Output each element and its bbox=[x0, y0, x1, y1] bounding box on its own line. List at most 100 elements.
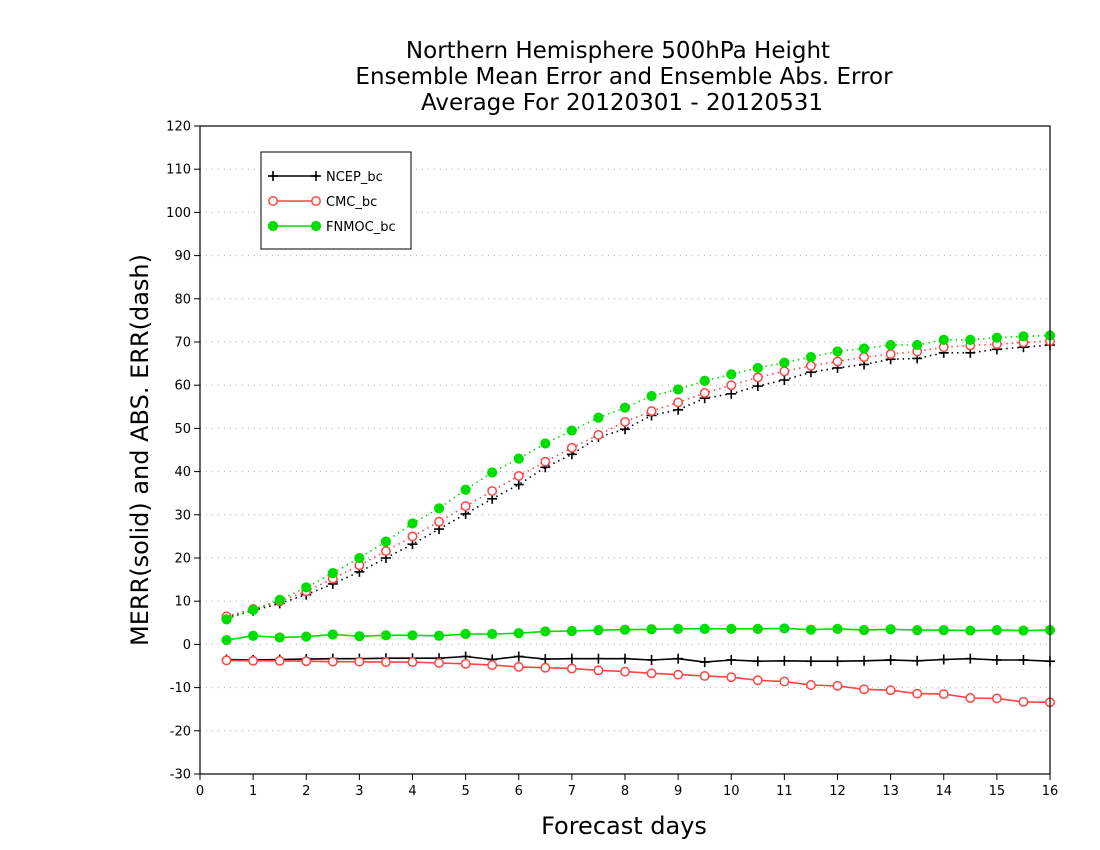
merr-point-ncep-bc bbox=[566, 653, 577, 664]
merr-point-cmc-bc bbox=[460, 658, 471, 669]
merr-point-cmc-bc bbox=[593, 665, 604, 676]
abs-err-point-fnmoc-bc bbox=[221, 614, 232, 625]
x-tick-label: 10 bbox=[723, 784, 740, 799]
series-line-abs-err-ncep-bc bbox=[226, 344, 1051, 619]
merr-point-fnmoc-bc bbox=[938, 625, 949, 636]
merr-point-ncep-bc bbox=[513, 651, 524, 662]
y-tick-label: 0 bbox=[183, 638, 191, 653]
merr-point-ncep-bc bbox=[991, 654, 1002, 665]
abs-err-point-cmc-bc bbox=[859, 352, 870, 363]
x-tick-label: 8 bbox=[621, 784, 629, 799]
merr-point-cmc-bc bbox=[380, 657, 391, 668]
title-line-2: Ensemble Mean Error and Ensemble Abs. Er… bbox=[355, 64, 893, 90]
merr-point-cmc-bc bbox=[938, 689, 949, 700]
title-line-3: Average For 20120301 - 20120531 bbox=[421, 90, 823, 116]
abs-err-point-cmc-bc bbox=[540, 456, 551, 467]
merr-point-fnmoc-bc bbox=[991, 625, 1002, 636]
abs-err-point-fnmoc-bc bbox=[460, 484, 471, 495]
abs-err-point-fnmoc-bc bbox=[407, 518, 418, 529]
x-tick-label: 15 bbox=[989, 784, 1006, 799]
merr-point-cmc-bc bbox=[965, 693, 976, 703]
plot-frame bbox=[199, 125, 1051, 775]
merr-point-cmc-bc bbox=[274, 655, 285, 666]
merr-point-fnmoc-bc bbox=[858, 625, 870, 636]
merr-point-ncep-bc bbox=[912, 655, 923, 666]
merr-point-fnmoc-bc bbox=[460, 628, 471, 640]
merr-point-ncep-bc bbox=[726, 654, 737, 665]
abs-err-point-fnmoc-bc bbox=[540, 438, 551, 449]
abs-err-point-cmc-bc bbox=[407, 531, 418, 542]
abs-err-point-fnmoc-bc bbox=[912, 339, 923, 351]
merr-point-cmc-bc bbox=[805, 680, 816, 690]
abs-err-point-cmc-bc bbox=[805, 360, 816, 371]
abs-err-point-fnmoc-bc bbox=[593, 412, 604, 423]
legend-marker-fnmoc-bc bbox=[267, 220, 279, 232]
y-tick-label: -20 bbox=[170, 724, 191, 739]
abs-err-point-cmc-bc bbox=[593, 429, 604, 440]
y-tick-label: 100 bbox=[166, 206, 191, 221]
merr-point-fnmoc-bc bbox=[513, 628, 524, 639]
merr-point-cmc-bc bbox=[620, 666, 630, 677]
merr-point-ncep-bc bbox=[779, 655, 790, 666]
x-tick-label: 9 bbox=[674, 784, 682, 799]
series-line-abs-err-fnmoc-bc bbox=[226, 334, 1051, 621]
merr-point-ncep-bc bbox=[885, 654, 896, 665]
merr-point-ncep-bc bbox=[859, 655, 870, 666]
abs-err-point-fnmoc-bc bbox=[1018, 331, 1029, 342]
abs-err-point-cmc-bc bbox=[832, 356, 843, 367]
merr-point-fnmoc-bc bbox=[965, 625, 976, 636]
merr-point-fnmoc-bc bbox=[726, 623, 737, 634]
abs-err-point-ncep-bc bbox=[513, 479, 524, 490]
merr-point-ncep-bc bbox=[673, 653, 684, 664]
merr-point-fnmoc-bc bbox=[699, 623, 710, 634]
abs-err-point-cmc-bc bbox=[513, 470, 524, 481]
merr-point-cmc-bc bbox=[832, 680, 843, 691]
abs-err-point-fnmoc-bc bbox=[301, 582, 312, 593]
abs-err-point-fnmoc-bc bbox=[965, 334, 976, 345]
y-tick-label: 50 bbox=[174, 422, 191, 437]
abs-err-point-cmc-bc bbox=[673, 397, 684, 408]
y-tick-label: 90 bbox=[174, 249, 191, 264]
y-tick-label: -30 bbox=[170, 768, 191, 783]
abs-err-point-fnmoc-bc bbox=[885, 339, 896, 351]
abs-err-point-fnmoc-bc bbox=[274, 594, 285, 606]
title-line-1: Northern Hemisphere 500hPa Height bbox=[406, 38, 830, 64]
series-line-abs-err-cmc-bc bbox=[226, 340, 1051, 618]
abs-err-point-fnmoc-bc bbox=[779, 357, 790, 368]
merr-point-fnmoc-bc bbox=[354, 631, 365, 642]
merr-point-fnmoc-bc bbox=[1018, 625, 1029, 636]
x-tick-label: 6 bbox=[515, 784, 523, 799]
merr-point-fnmoc-bc bbox=[327, 629, 338, 640]
y-tick-label: 80 bbox=[174, 292, 191, 307]
merr-point-fnmoc-bc bbox=[646, 624, 657, 635]
merr-point-ncep-bc bbox=[540, 654, 551, 665]
x-tick-label: 16 bbox=[1042, 784, 1059, 799]
y-tick-label: 10 bbox=[174, 595, 191, 610]
y-tick-label: 70 bbox=[174, 336, 191, 351]
y-tick-label: 110 bbox=[166, 163, 191, 178]
merr-point-fnmoc-bc bbox=[752, 623, 763, 634]
abs-err-point-fnmoc-bc bbox=[752, 362, 763, 374]
gridlines bbox=[200, 168, 1050, 732]
legend-marker-cmc-bc bbox=[268, 196, 278, 206]
abs-err-point-fnmoc-bc bbox=[938, 334, 949, 345]
merr-point-cmc-bc bbox=[407, 657, 418, 668]
merr-point-fnmoc-bc bbox=[619, 624, 631, 635]
x-tick-label: 7 bbox=[568, 784, 576, 799]
merr-point-cmc-bc bbox=[699, 670, 710, 681]
merr-point-fnmoc-bc bbox=[407, 630, 418, 641]
merr-point-fnmoc-bc bbox=[221, 634, 232, 646]
x-tick-label: 3 bbox=[355, 784, 363, 799]
abs-err-point-cmc-bc bbox=[380, 546, 391, 557]
merr-point-fnmoc-bc bbox=[301, 631, 312, 642]
series-line-merr-fnmoc-bc bbox=[226, 627, 1051, 641]
abs-err-point-ncep-bc bbox=[779, 375, 790, 386]
merr-point-ncep-bc bbox=[699, 657, 710, 668]
legend-marker-ncep-bc bbox=[268, 171, 278, 181]
merr-point-cmc-bc bbox=[726, 672, 737, 683]
merr-point-ncep-bc bbox=[752, 656, 763, 667]
x-tick-label: 14 bbox=[935, 784, 952, 799]
abs-err-point-cmc-bc bbox=[752, 372, 763, 383]
abs-err-point-cmc-bc bbox=[699, 388, 710, 398]
merr-point-ncep-bc bbox=[832, 656, 843, 667]
